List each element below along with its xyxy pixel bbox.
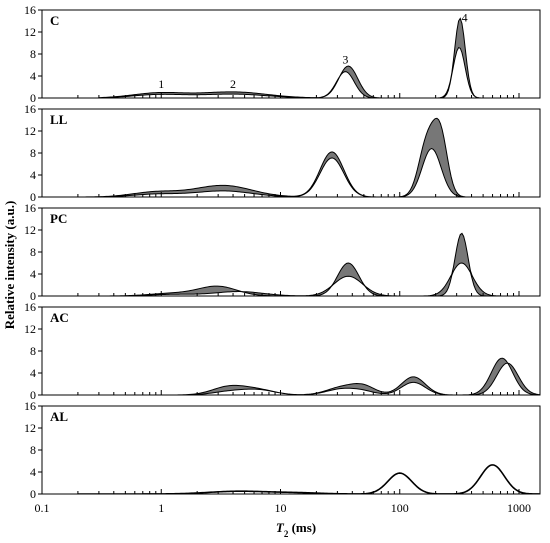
panel-label: LL bbox=[50, 112, 68, 127]
panel-frame bbox=[41, 306, 541, 396]
x-tick-label: 100 bbox=[391, 501, 409, 515]
series-band-pc bbox=[98, 232, 540, 296]
y-tick-label: 0 bbox=[30, 487, 36, 501]
panel-frame bbox=[41, 108, 541, 198]
panel-frame bbox=[41, 405, 541, 495]
x-tick-label: 10 bbox=[275, 501, 287, 515]
y-axis-title: Relative intensity (a.u.) bbox=[2, 201, 17, 330]
panel-al: 0 4 8 12 16 AL bbox=[24, 399, 541, 501]
panel-label: AL bbox=[50, 409, 68, 424]
peak-label: 2 bbox=[230, 77, 236, 91]
y-tick-label: 16 bbox=[24, 300, 36, 314]
y-tick-label: 12 bbox=[24, 124, 36, 138]
y-tick-label: 16 bbox=[24, 201, 36, 215]
y-tick-label: 0 bbox=[30, 190, 36, 204]
x-axis: 0.1 1 10 100 1000 bbox=[35, 501, 532, 515]
peak-label: 3 bbox=[342, 52, 348, 66]
y-tick-label: 12 bbox=[24, 25, 36, 39]
series-band-ll bbox=[77, 117, 540, 197]
series-line-al bbox=[77, 464, 540, 494]
x-axis-title-subscript: 2 bbox=[284, 529, 289, 539]
panel-pc: 0 4 8 12 16 PC bbox=[24, 201, 541, 303]
y-tick-label: 4 bbox=[30, 168, 36, 182]
y-tick-label: 0 bbox=[30, 91, 36, 105]
panel-label: AC bbox=[50, 310, 69, 325]
panel-ll-plot bbox=[77, 117, 540, 197]
panel-pc-plot bbox=[98, 232, 540, 296]
panel-label: C bbox=[50, 13, 59, 28]
panel-ac: 0 4 8 12 16 AC bbox=[24, 300, 541, 402]
y-tick-label: 4 bbox=[30, 267, 36, 281]
x-axis-title-symbol: T bbox=[276, 520, 285, 535]
y-tick-label: 4 bbox=[30, 69, 36, 83]
y-tick-label: 12 bbox=[24, 322, 36, 336]
x-tick-label: 1 bbox=[158, 501, 164, 515]
y-tick-label: 16 bbox=[24, 3, 36, 17]
y-tick-label: 0 bbox=[30, 388, 36, 402]
x-axis-title: T2 (ms) bbox=[276, 520, 316, 539]
series-band-c bbox=[98, 17, 540, 98]
peak-label: 4 bbox=[462, 11, 468, 25]
y-tick-label: 8 bbox=[30, 47, 36, 61]
x-tick-label: 0.1 bbox=[35, 501, 50, 515]
y-tick-label: 16 bbox=[24, 399, 36, 413]
series-band-ac bbox=[98, 357, 540, 395]
peak-label: 1 bbox=[158, 77, 164, 91]
panel-al-plot bbox=[77, 464, 540, 494]
panel-c-plot bbox=[98, 17, 540, 98]
y-tick-label: 8 bbox=[30, 245, 36, 259]
y-tick-label: 0 bbox=[30, 289, 36, 303]
y-tick-label: 8 bbox=[30, 146, 36, 160]
y-tick-label: 16 bbox=[24, 102, 36, 116]
y-tick-label: 8 bbox=[30, 344, 36, 358]
x-tick-label: 1000 bbox=[507, 501, 531, 515]
panel-ac-plot bbox=[98, 357, 540, 395]
y-tick-label: 4 bbox=[30, 366, 36, 380]
panel-ll: 0 4 8 12 16 LL bbox=[24, 102, 541, 204]
x-axis-title-unit: (ms) bbox=[288, 520, 316, 535]
y-tick-label: 8 bbox=[30, 443, 36, 457]
y-tick-label: 12 bbox=[24, 223, 36, 237]
panel-label: PC bbox=[50, 211, 67, 226]
y-tick-label: 4 bbox=[30, 465, 36, 479]
y-tick-label: 12 bbox=[24, 421, 36, 435]
